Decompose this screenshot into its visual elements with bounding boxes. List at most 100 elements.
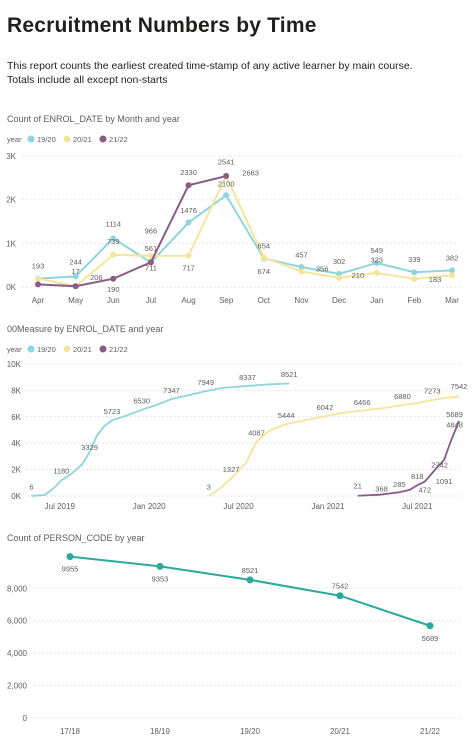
data-label: 818 (411, 472, 424, 481)
data-point-20-21 (373, 269, 380, 276)
data-label: 339 (408, 255, 421, 264)
data-point (156, 562, 164, 570)
data-label: 6530 (133, 397, 150, 406)
x-tick-label: Jun (107, 296, 120, 305)
monthly-enrolment-chart[interactable]: year 19/20 20/21 21/22 0K 1K 2K 3K Apr May Jun Jul A… (0, 126, 474, 314)
data-label: 244 (69, 257, 82, 266)
data-point-19-20 (185, 219, 192, 226)
data-label: 183 (429, 275, 442, 284)
data-label: 3329 (81, 443, 98, 452)
x-tick-label: Jul 2020 (223, 502, 254, 511)
x-tick-label: 19/20 (240, 727, 261, 736)
data-label: 457 (295, 250, 308, 259)
data-point-19-20 (373, 260, 380, 267)
data-label: 6880 (394, 392, 411, 401)
y-tick-label: 6,000 (7, 617, 28, 626)
data-point-19-20 (110, 235, 117, 242)
data-label: 302 (333, 257, 346, 266)
data-label: 674 (258, 267, 271, 276)
data-label: 1476 (180, 206, 197, 215)
data-label: 5444 (278, 411, 295, 420)
data-label: 7273 (424, 387, 441, 396)
x-tick-label: Jul 2019 (45, 502, 76, 511)
x-tick-label: Dec (332, 296, 346, 305)
x-tick-label: Mar (445, 296, 459, 305)
data-label: 9353 (152, 574, 169, 583)
data-label: 190 (107, 285, 120, 294)
data-label: 3 (207, 482, 211, 491)
person-code-by-year-chart[interactable]: 0 2,000 4,000 6,000 8,000 17/18 18/19 19/20 20/2… (0, 543, 474, 746)
data-label: 8521 (281, 370, 298, 379)
series-line-19-20 (31, 382, 290, 497)
series-line-20-21 (208, 395, 460, 497)
y-tick-label: 8,000 (7, 584, 28, 593)
data-label: 285 (393, 480, 406, 489)
legend-item-20-21: 20/21 (73, 135, 92, 144)
data-point-21-22 (72, 283, 79, 290)
x-tick-label: 17/18 (60, 727, 81, 736)
data-point-19-20 (72, 273, 79, 280)
data-point (336, 592, 344, 600)
data-label: 6466 (354, 398, 371, 407)
y-tick-label: 2K (6, 196, 16, 205)
data-label: 7949 (197, 378, 214, 387)
y-tick-label: 4K (11, 439, 21, 448)
legend-item-20-21: 20/21 (73, 345, 92, 354)
data-point-19-20 (298, 264, 305, 271)
data-label: 368 (375, 484, 388, 493)
chart3-title: Count of PERSON_CODE by year (7, 533, 145, 543)
legend-item-19-20: 19/20 (37, 345, 56, 354)
data-label: 561 (145, 244, 158, 253)
x-tick-label: Feb (407, 296, 421, 305)
data-label: 323 (370, 256, 383, 265)
data-label: 654 (258, 242, 271, 251)
legend-title: year (7, 345, 22, 354)
series-line-21-22 (37, 175, 227, 288)
y-tick-label: 0K (6, 283, 16, 292)
data-point-21-22 (110, 275, 117, 282)
legend-item-19-20: 19/20 (37, 135, 56, 144)
data-label: 472 (419, 486, 432, 495)
data-label: 8337 (239, 373, 256, 382)
data-label: 711 (145, 263, 157, 272)
x-tick-label: Sep (219, 296, 234, 305)
data-label: 7542 (451, 382, 468, 391)
data-point-20-21 (260, 254, 267, 261)
series-line-20-21 (37, 173, 453, 288)
y-tick-label: 3K (6, 152, 16, 161)
data-label: 382 (446, 253, 459, 262)
legend-marker-21-22 (99, 345, 107, 353)
legend-marker-19-20 (27, 135, 35, 143)
y-tick-label: 2,000 (7, 682, 28, 691)
legend-title: year (7, 135, 22, 144)
x-tick-label: Jan (370, 296, 383, 305)
report-description: This report counts the earliest created … (7, 59, 467, 87)
data-label: 9955 (62, 565, 79, 574)
data-label: 4087 (248, 428, 265, 437)
y-tick-label: 0 (23, 714, 28, 723)
y-tick-label: 10K (7, 360, 22, 369)
chart1-title: Count of ENROL_DATE by Month and year (7, 114, 180, 124)
report-title: Recruitment Numbers by Time (7, 14, 317, 37)
y-tick-label: 1K (6, 239, 16, 248)
data-label: 1114 (105, 220, 121, 229)
x-tick-label: Jan 2020 (133, 502, 166, 511)
data-label: 210 (352, 271, 365, 280)
data-label: 2100 (218, 180, 235, 189)
legend-item-21-22: 21/22 (109, 345, 128, 354)
cumulative-enrolment-chart[interactable]: year 19/20 20/21 21/22 0K 2K 4K 6K 8K 10K Jul 2019… (0, 336, 474, 524)
data-label: 5689 (446, 410, 463, 419)
data-point-20-21 (298, 268, 305, 275)
data-label: 4848 (446, 420, 463, 429)
data-point-20-21 (35, 275, 41, 282)
data-label: 6 (29, 482, 33, 491)
y-tick-label: 8K (11, 386, 21, 395)
data-label: 8521 (242, 566, 259, 575)
data-point-19-20 (223, 192, 230, 199)
data-label: 1180 (53, 467, 69, 476)
data-label: 206 (90, 273, 103, 282)
data-point (426, 622, 434, 630)
data-label: 356 (316, 265, 329, 274)
x-tick-label: Jul (146, 296, 156, 305)
data-label: 1091 (436, 477, 453, 486)
